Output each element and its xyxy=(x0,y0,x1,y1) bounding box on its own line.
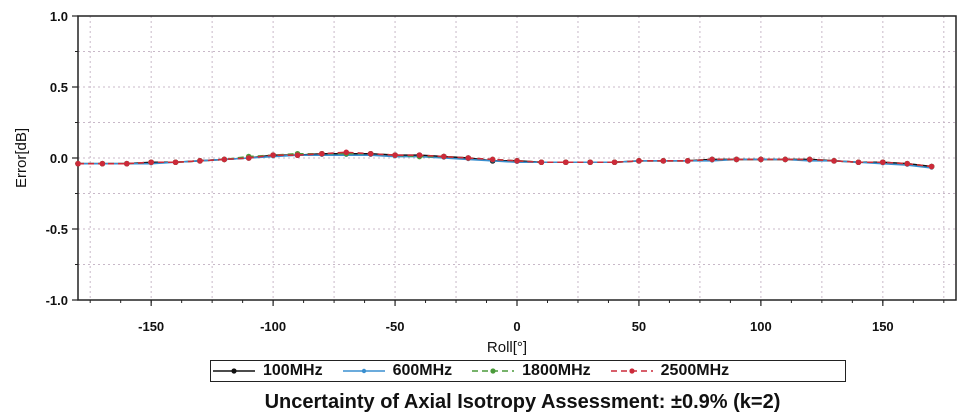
data-point-2500mhz xyxy=(245,155,252,161)
data-point-2500mhz xyxy=(465,155,472,161)
legend-swatch-marker xyxy=(361,368,366,374)
y-tick-label: -1.0 xyxy=(46,293,68,308)
series-line-2500mhz xyxy=(78,151,932,168)
data-point-2500mhz xyxy=(416,152,423,158)
data-point-2500mhz xyxy=(514,158,520,164)
y-axis-label: Error[dB] xyxy=(13,128,30,188)
axis-ticks: -150 -100 -50 0 50 100 150 1.0 0.5 0.0 -0.5 -1.0 xyxy=(46,9,945,334)
data-point-2500mhz xyxy=(660,158,667,164)
x-tick-label: 50 xyxy=(632,319,646,334)
data-point-2500mhz xyxy=(928,163,935,170)
data-point-2500mhz xyxy=(562,159,569,166)
data-point-2500mhz xyxy=(733,156,740,163)
x-tick-label: -50 xyxy=(386,319,405,334)
legend-swatch-icon xyxy=(213,368,255,374)
data-point-2500mhz xyxy=(294,152,301,158)
data-point-2500mhz xyxy=(441,153,447,160)
series-layer xyxy=(75,149,935,170)
data-point-2500mhz xyxy=(392,152,398,158)
y-tick-label: 0.5 xyxy=(50,80,68,95)
legend-item-1800mhz: 1800MHz xyxy=(470,362,591,380)
legend-item-100mhz: 100MHz xyxy=(211,362,323,380)
data-point-2500mhz xyxy=(367,150,374,157)
data-point-2500mhz xyxy=(221,156,228,163)
legend-swatch-icon xyxy=(610,368,653,374)
grid-lines xyxy=(78,16,956,300)
data-point-2500mhz xyxy=(831,158,837,164)
legend-label-100mhz: 100MHz xyxy=(263,362,323,379)
data-point-2500mhz xyxy=(538,159,545,166)
data-point-2500mhz xyxy=(806,156,813,163)
data-point-2500mhz xyxy=(319,150,325,157)
x-tick-label: -150 xyxy=(138,319,164,334)
data-point-2500mhz xyxy=(75,160,81,167)
data-point-2500mhz xyxy=(782,156,789,163)
y-tick-label: 1.0 xyxy=(50,9,68,24)
chart-caption: Uncertainty of Axial Isotropy Assessment… xyxy=(264,391,781,413)
data-point-2500mhz xyxy=(611,159,618,166)
data-point-2500mhz xyxy=(758,156,764,163)
legend-swatch-marker xyxy=(629,368,635,374)
y-tick-label: -0.5 xyxy=(46,222,68,237)
y-tick-label: 0.0 xyxy=(50,151,68,166)
legend-swatch-icon xyxy=(342,368,385,374)
data-point-2500mhz xyxy=(709,156,715,163)
data-point-2500mhz xyxy=(343,149,350,156)
legend-label-2500mhz: 2500MHz xyxy=(660,362,730,379)
series-line-600mhz xyxy=(78,154,932,169)
x-tick-label: -100 xyxy=(260,319,286,334)
data-point-2500mhz xyxy=(123,160,130,167)
x-tick-label: 100 xyxy=(750,319,772,334)
legend-item-2500mhz: 2500MHz xyxy=(609,362,729,380)
legend: 100MHz 600MHz 1800MHz 2500MHz xyxy=(210,360,846,382)
data-point-2500mhz xyxy=(684,158,691,164)
data-point-2500mhz xyxy=(172,159,179,166)
x-axis-label: Roll[°] xyxy=(487,339,527,356)
data-point-2500mhz xyxy=(270,152,276,158)
data-point-2500mhz xyxy=(636,158,642,164)
legend-label-600mhz: 600MHz xyxy=(392,362,453,379)
data-point-2500mhz xyxy=(197,158,203,164)
data-point-2500mhz xyxy=(587,159,593,166)
legend-label-1800mhz: 1800MHz xyxy=(522,362,591,379)
data-point-2500mhz xyxy=(99,160,106,167)
legend-swatch-icon xyxy=(472,368,515,374)
data-point-2500mhz xyxy=(489,156,496,163)
data-point-2500mhz xyxy=(148,159,154,166)
legend-swatch-marker xyxy=(490,368,496,374)
legend-item-600mhz: 600MHz xyxy=(341,362,453,380)
x-tick-label: 150 xyxy=(872,319,894,334)
data-point-2500mhz xyxy=(904,160,911,167)
x-tick-label: 0 xyxy=(513,319,520,334)
data-point-2500mhz xyxy=(880,159,886,166)
chart-svg: -150 -100 -50 0 50 100 150 1.0 0.5 0.0 -0.5 -1.0 Ro… xyxy=(13,9,957,356)
data-point-2500mhz xyxy=(855,159,862,166)
legend-swatch-marker xyxy=(231,368,237,374)
